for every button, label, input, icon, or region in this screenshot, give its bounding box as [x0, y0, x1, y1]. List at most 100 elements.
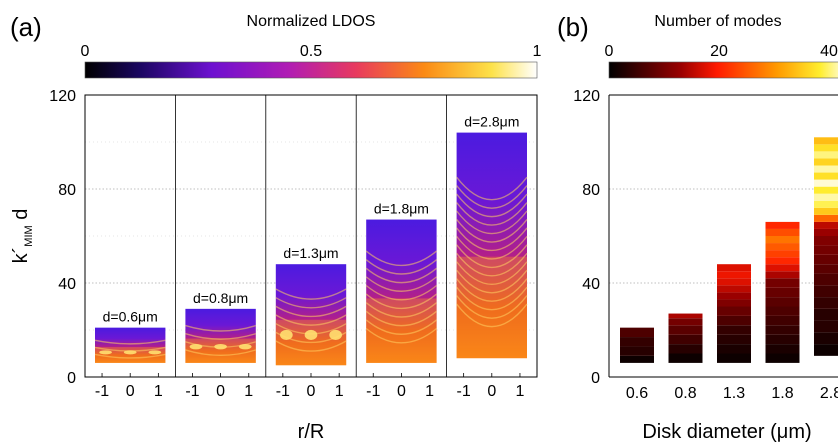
bar-0.8	[668, 313, 703, 363]
panel-b-letter: (b)	[557, 12, 589, 42]
bar-segment	[668, 325, 703, 335]
bar-1.8	[765, 221, 800, 363]
ldos-mode-arc	[365, 327, 438, 344]
bar-segment	[814, 200, 838, 208]
bar-segment	[814, 193, 838, 201]
ldos-mode-arc	[456, 244, 528, 269]
bar-segment	[814, 228, 838, 236]
subplot-xtick: 1	[154, 383, 163, 400]
colorbar-b-title: Number of modes	[654, 13, 781, 30]
subplot-xtick: 0	[487, 383, 496, 400]
panel-b-plot: 0.6 0.8 1.3 1.8 2.8	[609, 137, 838, 402]
panel-b-ytick-120: 120	[573, 88, 600, 105]
ldos-mode-arc	[456, 295, 528, 319]
colorbar-b-tick-2: 40	[820, 43, 838, 60]
ldos-hotspot	[304, 329, 318, 340]
ldos-mode-arc	[365, 293, 438, 310]
colorbar-a	[84, 61, 538, 79]
ldos-mode-arc	[275, 340, 347, 352]
bar-segment	[620, 346, 654, 356]
panel-a-xlabel: r/R	[298, 421, 325, 443]
ldos-hotspot	[123, 350, 137, 355]
ldos-hotspot	[280, 329, 293, 340]
ldos-mode-arc	[456, 219, 528, 243]
ldos-mode-arc	[456, 202, 528, 226]
subplot-label: d=0.6μm	[103, 309, 158, 325]
bar-segment	[765, 344, 800, 354]
bar-segment	[620, 327, 654, 338]
ldos-mode-arc	[456, 269, 528, 294]
panel-b-ytick-80: 80	[582, 182, 600, 199]
bar-segment	[814, 297, 838, 309]
ldos-map-base	[456, 132, 527, 359]
bar-segment	[717, 306, 751, 316]
bar-0.6	[620, 327, 654, 363]
bar-segment	[717, 344, 751, 354]
bar-segment	[668, 344, 703, 354]
ldos-hotspot	[99, 350, 112, 355]
ldos-map-glow	[95, 347, 166, 363]
colorbar-a-tick-2: 1	[533, 43, 542, 60]
panel-a-plot: d=0.6μm -1 0 1 d=0.8μm -1 0 1 d=1.3μm -1 0 1 d=1.8μm…	[85, 95, 537, 400]
ldos-mode-arc	[365, 250, 438, 267]
bar-category-label: 0.6	[626, 385, 648, 402]
subplot-xtick: 0	[397, 383, 406, 400]
colorbar-a-title: Normalized LDOS	[247, 13, 376, 30]
subplot-label: d=0.8μm	[193, 290, 248, 306]
bar-segment	[717, 334, 751, 345]
panel-a-frame	[84, 94, 538, 378]
bar-category-label: 1.3	[723, 385, 745, 402]
bar-segment	[814, 165, 838, 173]
bar-segment	[814, 332, 838, 345]
bar-segment	[765, 221, 800, 229]
ldos-map-0.8	[185, 308, 257, 363]
bar-segment	[814, 254, 838, 265]
bar-segment	[765, 278, 800, 288]
subplot-xtick: 0	[307, 383, 316, 400]
ldos-mode-arc	[456, 303, 528, 328]
bar-segment	[814, 179, 838, 187]
bar-category-label: 1.8	[771, 385, 793, 402]
ldos-mode-arc	[456, 227, 528, 252]
ldos-mode-arc	[456, 252, 528, 277]
subplot-xtick: 1	[335, 383, 344, 400]
bar-segment	[814, 320, 838, 333]
ldos-mode-arc	[94, 353, 166, 359]
bar-segment	[765, 257, 800, 265]
ldos-mode-arc	[185, 324, 257, 332]
ldos-map-1.3	[275, 264, 347, 366]
bar-segment	[765, 325, 800, 335]
bar-segment	[765, 287, 800, 298]
bar-segment	[717, 278, 751, 286]
ldos-hotspot	[148, 350, 162, 355]
bar-segment	[814, 285, 838, 298]
bar-segment	[814, 137, 838, 145]
bar-segment	[814, 308, 838, 321]
ldos-map-base	[185, 308, 256, 363]
bar-segment	[814, 144, 838, 152]
bar-segment	[765, 228, 800, 236]
ldos-hotspot	[329, 329, 342, 340]
ldos-mode-arc	[365, 284, 438, 301]
subplot-xtick: 1	[516, 383, 525, 400]
ldos-map-0.6	[94, 327, 166, 363]
ldos-mode-arc	[275, 314, 347, 326]
ldos-mode-arc	[94, 339, 166, 345]
ldos-mode-arc	[275, 297, 347, 309]
bar-segment	[717, 325, 751, 335]
ldos-map-base	[275, 264, 347, 366]
bar-segment	[668, 353, 703, 363]
ldos-mode-arc	[456, 176, 528, 201]
subplot-xtick: -1	[95, 383, 109, 400]
panel-a-ytick-0: 0	[67, 370, 76, 387]
bar-segment	[814, 221, 838, 229]
ldos-mode-arc	[365, 319, 438, 335]
ldos-hotspot	[214, 343, 227, 350]
subplot-label: d=2.8μm	[464, 114, 519, 130]
panel-a-letter: (a)	[10, 12, 42, 42]
bar-category-label: 0.8	[674, 385, 696, 402]
subplot-xtick: 0	[126, 383, 135, 400]
y-label-sub: MIM	[23, 225, 35, 246]
bar-segment	[814, 151, 838, 159]
